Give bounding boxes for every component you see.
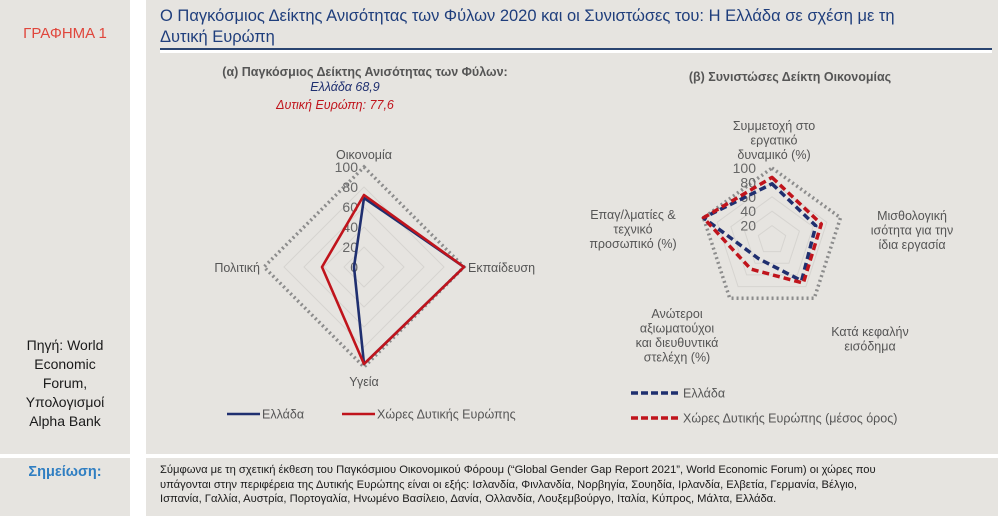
title-divider-highlight xyxy=(160,50,992,53)
tick-label: 40 xyxy=(740,203,756,219)
source-line: Economic xyxy=(34,356,96,372)
category-label: ίδια εργασία xyxy=(878,238,945,252)
tick-label: 80 xyxy=(740,174,756,190)
grid-ring xyxy=(303,206,425,328)
grid-ring xyxy=(757,224,787,253)
tick-label: 80 xyxy=(342,179,358,195)
chart-a-greece-value: Ελλάδα 68,9 xyxy=(310,80,380,94)
category-label: στελέχη (%) xyxy=(644,351,710,365)
note-line: Σύμφωνα με τη σχετική έκθεση του Παγκόσμ… xyxy=(160,464,876,476)
category-label: αξιωματούχοι xyxy=(640,322,715,336)
legend-label: Χώρες Δυτικής Ευρώπης (μέσος όρος) xyxy=(683,412,897,426)
chart-a-title: (α) Παγκόσμιος Δείκτης Ανισότητας των Φύ… xyxy=(222,65,508,79)
source-line: Υπολογισμοί xyxy=(25,394,105,410)
max-outline xyxy=(701,165,843,300)
title-line: Δυτική Ευρώπη xyxy=(160,28,275,46)
legend-label: Ελλάδα xyxy=(262,408,304,422)
category-label: εισόδημα xyxy=(844,340,895,354)
category-label: Πολιτική xyxy=(214,261,260,275)
note-text: Σύμφωνα με τη σχετική έκθεση του Παγκόσμ… xyxy=(160,463,990,507)
tick-label: 100 xyxy=(733,160,757,176)
max-outline xyxy=(261,164,467,370)
category-label: προσωπικό (%) xyxy=(589,237,676,251)
category-label: Επαγ/λματίες & xyxy=(590,208,676,222)
category-label: Υγεία xyxy=(349,375,379,389)
grid-ring xyxy=(744,210,800,264)
category-label: Μισθολογική xyxy=(877,209,947,223)
category-label: Οικονομία xyxy=(336,148,392,162)
note-label-panel xyxy=(0,458,130,516)
note-line: Ισπανία, Γαλλία, Αυστρία, Πορτογαλία, Ην… xyxy=(160,493,777,505)
title-line: Ο Παγκόσμιος Δείκτης Ανισότητας των Φύλω… xyxy=(160,7,895,25)
note-line: υπάγονται στην περιφέρεια της Δυτικής Ευ… xyxy=(160,478,857,491)
grid-ring xyxy=(323,226,405,308)
title-divider xyxy=(160,48,992,50)
source-line: Forum, xyxy=(42,375,88,391)
page-title: Ο Παγκόσμιος Δείκτης Ανισότητας των Φύλω… xyxy=(160,6,980,48)
legend-label: Χώρες Δυτικής Ευρώπης xyxy=(377,408,516,422)
legend-label: Ελλάδα xyxy=(683,387,725,401)
series-western-europe xyxy=(701,175,824,285)
grid-ring xyxy=(343,246,385,288)
grid-ring xyxy=(283,186,445,348)
category-label: τεχνικό xyxy=(613,223,652,237)
category-label: Συμμετοχή στο xyxy=(733,119,815,133)
source-line: Πηγή: World xyxy=(26,337,104,353)
tick-label: 20 xyxy=(740,218,756,234)
category-label: Ανώτεροι xyxy=(651,307,703,321)
grid-ring xyxy=(730,196,814,276)
category-label: Κατά κεφαλήν xyxy=(831,325,908,339)
note-label: Σημείωση: xyxy=(28,464,102,480)
tick-label: 100 xyxy=(335,159,359,175)
chart-b-title: (β) Συνιστώσες Δείκτη Οικονομίας xyxy=(688,70,892,84)
category-label: εργατικό xyxy=(751,134,798,148)
source-line: Alpha Bank xyxy=(29,413,101,429)
tick-label: 20 xyxy=(342,239,358,255)
category-label: δυναμικό (%) xyxy=(737,148,810,162)
graph-number-label: ΓΡΑΦΗΜΑ 1 xyxy=(23,25,107,42)
series-western-europe xyxy=(320,193,466,366)
category-label: ισότητα για την xyxy=(871,224,953,238)
category-label: και διευθυντικά xyxy=(636,336,719,350)
sidebar-panel xyxy=(0,0,130,454)
chart-panel xyxy=(146,0,998,454)
grid-ring xyxy=(716,181,828,288)
category-label: Εκπαίδευση xyxy=(468,261,535,275)
note-panel xyxy=(146,458,998,516)
chart-a-we-value: Δυτική Ευρώπη: 77,6 xyxy=(276,98,394,112)
source-text: Πηγή: World Economic Forum, Υπολογισμοί … xyxy=(10,336,120,431)
